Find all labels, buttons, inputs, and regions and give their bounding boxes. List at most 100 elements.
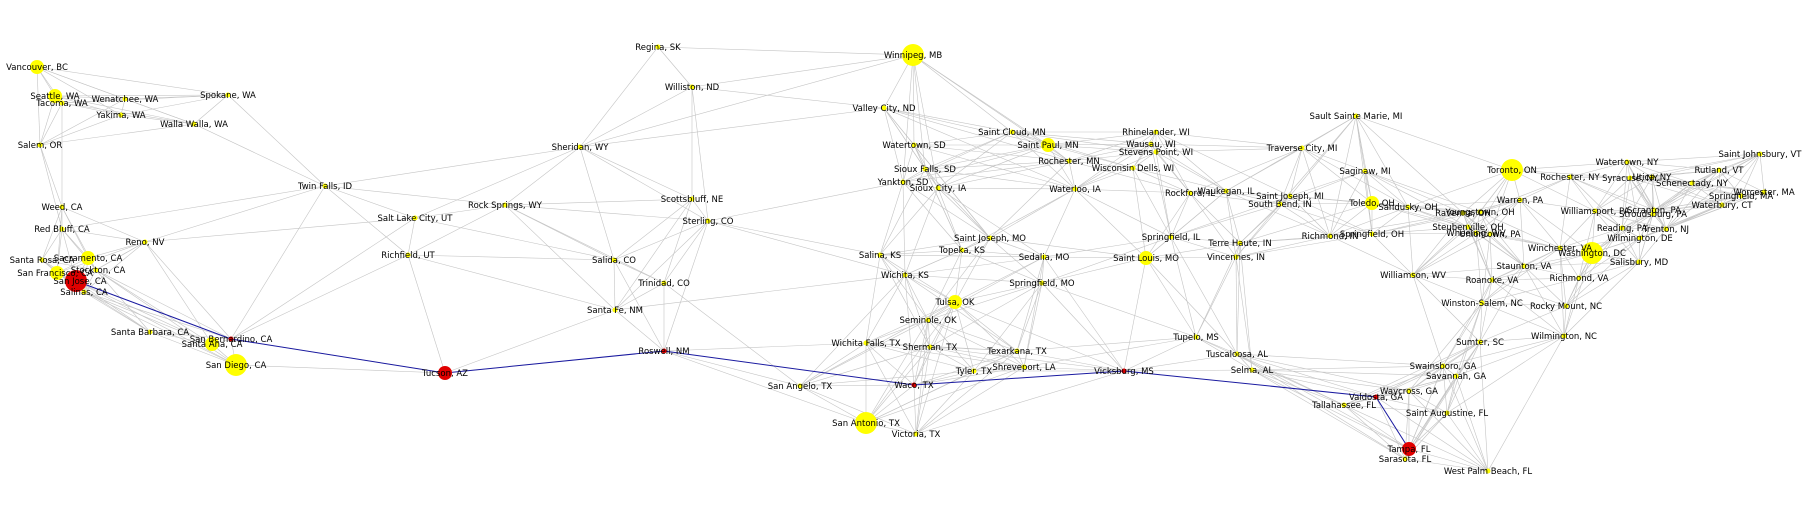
network-edge: [954, 282, 1043, 303]
network-edge: [1621, 227, 1641, 239]
city-label-waco: Waco, TX: [894, 381, 934, 391]
network-edge: [929, 282, 1043, 348]
network-edge: [954, 301, 975, 372]
network-edge: [902, 144, 915, 183]
network-edge: [1467, 199, 1521, 228]
network-edge: [1408, 390, 1489, 472]
network-edge: [83, 291, 237, 366]
network-edge: [1578, 237, 1641, 279]
network-edge: [913, 131, 1013, 146]
network-edge: [1289, 170, 1366, 197]
network-edge: [39, 144, 63, 230]
city-label-spokane: Spokane, WA: [200, 91, 256, 101]
network-edge: [1652, 213, 1667, 230]
network-edge: [414, 204, 506, 219]
network-edge: [1565, 227, 1623, 307]
network-edge: [1559, 247, 1567, 307]
network-edge: [1074, 131, 1157, 190]
city-label-sumter: Sumter, SC: [1456, 338, 1504, 348]
network-edge: [324, 185, 416, 219]
network-edge: [1651, 176, 1667, 230]
network-edge: [937, 187, 1076, 190]
network-edge: [1016, 350, 1125, 372]
network-edge: [1462, 212, 1477, 234]
path-edge: [1123, 370, 1377, 398]
network-edge: [1239, 202, 1373, 244]
network-edge: [83, 291, 232, 340]
network-edge: [230, 185, 326, 340]
network-edge: [144, 241, 232, 340]
network-edge: [1407, 169, 1513, 208]
city-node-tyler: [971, 368, 977, 374]
network-edge: [1011, 131, 1152, 145]
network-edge: [865, 254, 881, 344]
network-edge: [1371, 212, 1464, 235]
network-edge: [1074, 188, 1147, 259]
network-edge: [904, 274, 929, 321]
network-edge: [1523, 265, 1565, 337]
city-label-saintjoseph_mi: Saint Joseph, MI: [1256, 192, 1324, 202]
network-edge: [95, 269, 237, 366]
city-label-schenectady: Schenectady, NY: [1656, 179, 1729, 189]
city-node-tacoma: [59, 100, 65, 106]
city-node-youngstown: [1477, 209, 1483, 215]
network-edge: [927, 319, 931, 348]
city-node-sandusky: [1405, 204, 1411, 210]
network-edge: [902, 181, 939, 189]
network-edge: [61, 228, 146, 243]
network-edge: [927, 319, 1025, 368]
city-label-trinidad: Trinidad, CO: [637, 279, 690, 289]
network-edge: [1479, 211, 1525, 267]
city-node-salina: [877, 252, 883, 258]
city-label-tuscaloosa: Tuscaloosa, AL: [1205, 350, 1268, 360]
network-edge: [1479, 341, 1489, 472]
city-label-wausau: Wausau, WI: [1126, 140, 1176, 150]
network-edge: [865, 342, 915, 386]
network-edge: [954, 256, 1045, 303]
network-edge: [1412, 232, 1477, 276]
network-edge: [1563, 261, 1640, 337]
city-label-steubenville: Steubenville, OH: [1432, 223, 1503, 233]
network-edge: [193, 123, 326, 187]
network-edge: [1446, 341, 1481, 414]
network-edge: [227, 94, 326, 187]
network-edge: [1047, 143, 1152, 146]
network-edge: [1011, 131, 1070, 162]
city-node-williamsport: [1592, 208, 1598, 214]
city-label-waterloo: Waterloo, IA: [1049, 185, 1101, 195]
network-edge: [1074, 188, 1172, 238]
network-edge: [865, 350, 1018, 424]
network-edge: [883, 107, 904, 183]
network-edge: [904, 274, 1043, 284]
city-node-wisconsindells: [1130, 165, 1136, 171]
city-label-tacoma: Tacoma, WA: [35, 99, 88, 109]
city-label-saintjohnsbury: Saint Johnsbury, VT: [1718, 150, 1802, 160]
network-edge: [1629, 177, 1641, 239]
network-edge: [904, 274, 931, 348]
network-edge: [1343, 404, 1410, 450]
network-edge: [61, 94, 229, 104]
network-edge: [1170, 203, 1281, 238]
city-node-springfield_ma: [1738, 193, 1744, 199]
city-label-roswell: Roswell, NM: [638, 347, 689, 357]
network-edge: [1123, 336, 1197, 372]
network-edge: [1375, 396, 1489, 472]
network-edge: [1559, 247, 1565, 337]
network-edge: [407, 254, 615, 261]
network-edge: [904, 274, 956, 303]
network-edge: [799, 370, 975, 387]
network-edge: [1481, 302, 1565, 337]
network-edge: [1132, 167, 1227, 192]
network-edge: [504, 204, 709, 222]
network-edge: [937, 131, 1013, 189]
city-label-regina: Regina, SK: [635, 43, 681, 53]
city-node-texarkana: [1014, 348, 1020, 354]
city-label-tallahassee: Tallahassee, FL: [1311, 401, 1376, 411]
network-edge: [54, 95, 195, 125]
network-edge: [865, 301, 956, 424]
network-edge: [1626, 161, 1720, 171]
network-edge: [912, 54, 915, 146]
city-node-santabarbara: [147, 329, 153, 335]
network-edge: [1371, 232, 1477, 235]
network-edge: [1371, 233, 1414, 276]
